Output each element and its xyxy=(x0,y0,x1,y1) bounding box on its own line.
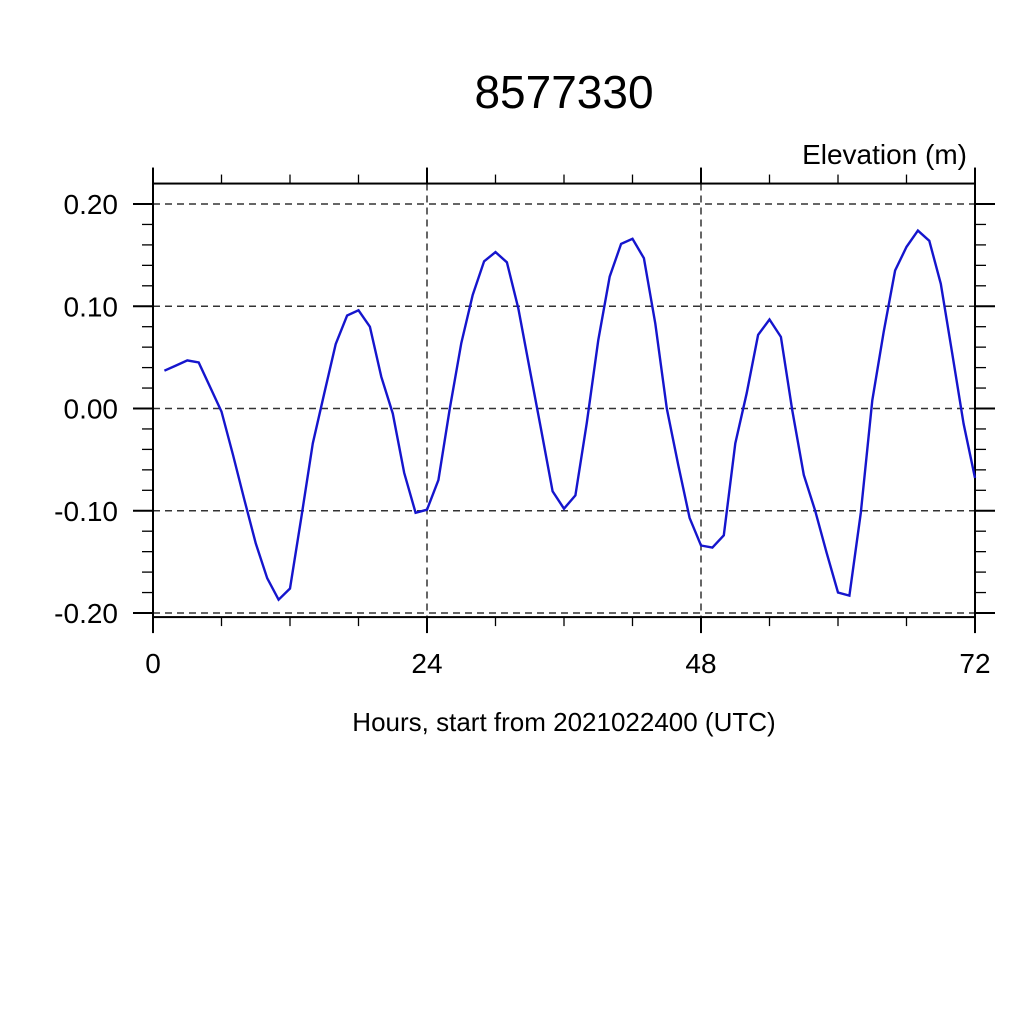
chart-title: 8577330 xyxy=(474,66,653,118)
x-tick-label: 0 xyxy=(145,648,161,679)
plot-area: 0.20 0.10 0.00 -0.10 -0.20 0 24 48 72 xyxy=(54,167,995,679)
plot-frame xyxy=(152,182,976,619)
y-tick-label: -0.20 xyxy=(54,598,118,629)
y-tick-label: -0.10 xyxy=(54,496,118,527)
y-tick-label: 0.20 xyxy=(64,189,119,220)
y-tick-label: 0.10 xyxy=(64,291,119,322)
x-tick-label: 48 xyxy=(685,648,716,679)
y-axis-unit-label: Elevation (m) xyxy=(802,139,967,170)
y-tick-label: 0.00 xyxy=(64,394,119,425)
elevation-line xyxy=(163,228,977,602)
x-axis-label: Hours, start from 2021022400 (UTC) xyxy=(352,707,775,737)
x-tick-label: 24 xyxy=(411,648,442,679)
x-tick-label: 72 xyxy=(959,648,990,679)
